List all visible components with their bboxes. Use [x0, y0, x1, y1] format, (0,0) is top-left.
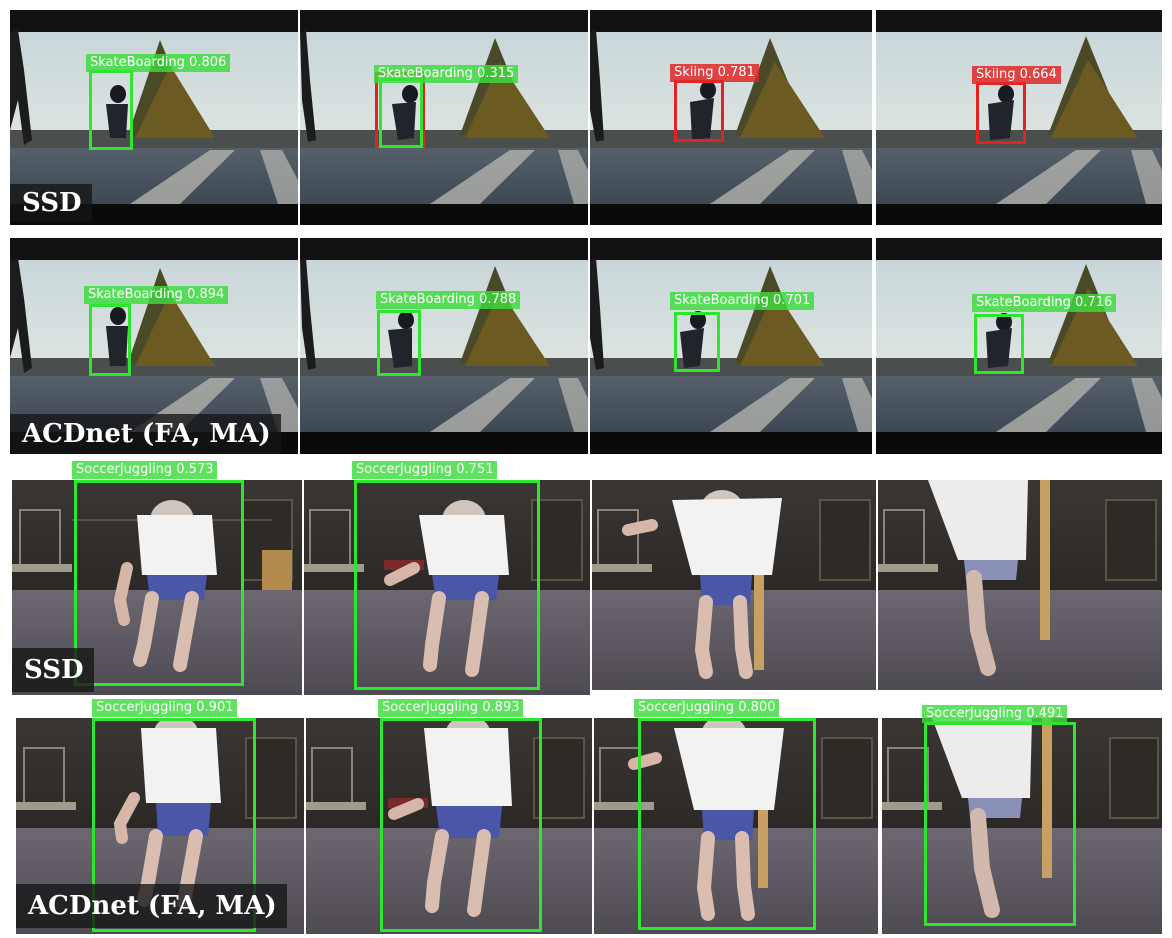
detection-label: SkateBoarding 0.806	[86, 54, 231, 72]
detection-box	[974, 314, 1024, 374]
detection-label: SoccerJuggling 0.893	[378, 699, 524, 717]
skate-scene	[876, 10, 1162, 225]
frame-r1-c1: SkateBoarding 0.806 SSD	[10, 10, 298, 225]
detection-box	[354, 480, 540, 690]
frame-r4-c1: ACDnet (FA, MA)	[16, 718, 304, 934]
indoor-scene	[592, 480, 876, 690]
frame-r1-c2: SkateBoarding 0.315	[300, 10, 588, 225]
indoor-scene	[306, 718, 592, 934]
frame-r4-c3	[594, 718, 878, 934]
method-label-ssd: SSD	[12, 648, 94, 692]
detection-box	[638, 718, 816, 930]
detection-box	[89, 304, 131, 376]
detection-label: SoccerJuggling 0.800	[634, 699, 780, 717]
indoor-scene	[304, 480, 590, 695]
skate-scene	[590, 238, 872, 454]
detection-label: Skiing 0.664	[972, 66, 1061, 84]
detection-box	[924, 722, 1076, 926]
detection-box	[380, 718, 542, 932]
detection-label: SoccerJuggling 0.491	[922, 705, 1068, 723]
detection-box	[674, 80, 724, 142]
skate-scene	[300, 10, 588, 225]
detection-label: SkateBoarding 0.788	[376, 291, 521, 309]
detection-box	[379, 78, 423, 148]
frame-r4-c4	[882, 718, 1162, 934]
frame-r2-c1: SkateBoarding 0.894 ACDnet (FA, MA)	[10, 238, 298, 454]
method-label-ssd: SSD	[10, 184, 92, 222]
indoor-scene	[882, 718, 1162, 934]
frame-r2-c3: SkateBoarding 0.701	[590, 238, 872, 454]
frame-r2-c4: SkateBoarding 0.716	[876, 238, 1162, 454]
detection-box	[674, 312, 720, 372]
method-label-acdnet: ACDnet (FA, MA)	[10, 414, 281, 454]
frame-r3-c2	[304, 480, 590, 695]
indoor-scene	[878, 480, 1162, 690]
skate-scene	[590, 10, 872, 225]
detection-label: SoccerJuggling 0.901	[92, 699, 238, 717]
detection-label: SoccerJuggling 0.751	[352, 461, 498, 479]
detection-label: SkateBoarding 0.716	[972, 294, 1117, 312]
detection-box	[89, 70, 133, 150]
detection-box	[74, 480, 244, 686]
detection-box	[976, 82, 1026, 144]
skate-scene	[300, 238, 588, 454]
frame-r3-c3	[592, 480, 876, 690]
skate-scene	[876, 238, 1162, 454]
detection-label: SkateBoarding 0.701	[670, 292, 815, 310]
method-label-acdnet: ACDnet (FA, MA)	[16, 884, 287, 928]
frame-r3-c4	[878, 480, 1162, 690]
detection-label: SoccerJuggling 0.573	[72, 461, 218, 479]
detection-box	[377, 310, 421, 376]
frame-r4-c2	[306, 718, 592, 934]
skate-scene	[10, 10, 298, 225]
detection-label: SkateBoarding 0.315	[374, 65, 519, 83]
frame-r1-c3: Skiing 0.781	[590, 10, 872, 225]
detection-label: SkateBoarding 0.894	[84, 286, 229, 304]
frame-r3-c1: SSD	[12, 480, 302, 695]
frame-r1-c4: Skiing 0.664	[876, 10, 1162, 225]
detection-box	[92, 718, 256, 932]
indoor-scene	[594, 718, 878, 934]
detection-label: Skiing 0.781	[670, 64, 759, 82]
frame-r2-c2: SkateBoarding 0.788	[300, 238, 588, 454]
